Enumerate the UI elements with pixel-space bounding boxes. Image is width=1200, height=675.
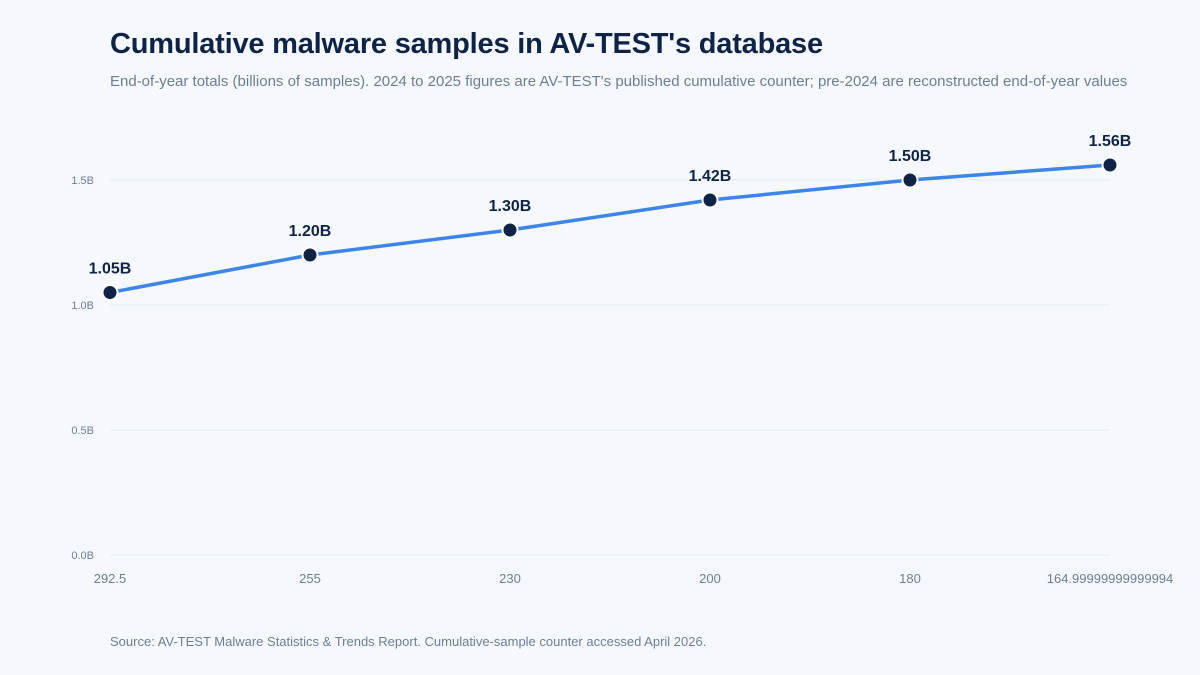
data-label-1: 1.20B [289,223,332,240]
x-tick-label-5: 164.99999999999994 [1047,571,1174,586]
x-axis-ticks: 292.5 255 230 200 180 164.99999999999994 [94,571,1174,586]
data-point-0 [101,284,119,301]
y-axis-ticks: 0.0B 0.5B 1.0B 1.5B [71,175,94,562]
data-label-5: 1.56B [1089,133,1132,150]
chart-title: Cumulative malware samples in AV-TEST's … [110,28,823,60]
y-tick-label-1: 0.5B [71,425,94,437]
x-tick-label-1: 255 [299,571,321,586]
x-tick-label-3: 200 [699,571,721,586]
chart-subtitle: End-of-year totals (billions of samples)… [110,73,1128,90]
x-tick-label-0: 292.5 [94,571,127,586]
data-points [101,156,1119,301]
series-line-layer [108,163,1112,295]
data-point-3 [701,191,719,209]
x-tick-label-4: 180 [899,571,921,586]
data-labels: 1.05B 1.20B 1.30B 1.42B 1.50B 1.56B [89,133,1132,278]
y-tick-label-2: 1.0B [71,300,94,312]
data-point-5 [1101,156,1119,174]
data-label-3: 1.42B [689,168,732,185]
y-tick-label-3: 1.5B [71,175,94,187]
data-point-2 [501,221,519,239]
data-label-0: 1.05B [89,261,132,278]
x-tick-label-2: 230 [499,571,521,586]
data-point-1 [301,246,319,264]
chart-source: Source: AV-TEST Malware Statistics & Tre… [110,634,707,649]
y-tick-label-0: 0.0B [71,550,94,562]
data-point-4 [901,171,919,189]
series-line [108,163,1112,295]
data-label-4: 1.50B [889,148,932,165]
grid-layer [110,179,1110,556]
data-label-2: 1.30B [489,198,532,215]
